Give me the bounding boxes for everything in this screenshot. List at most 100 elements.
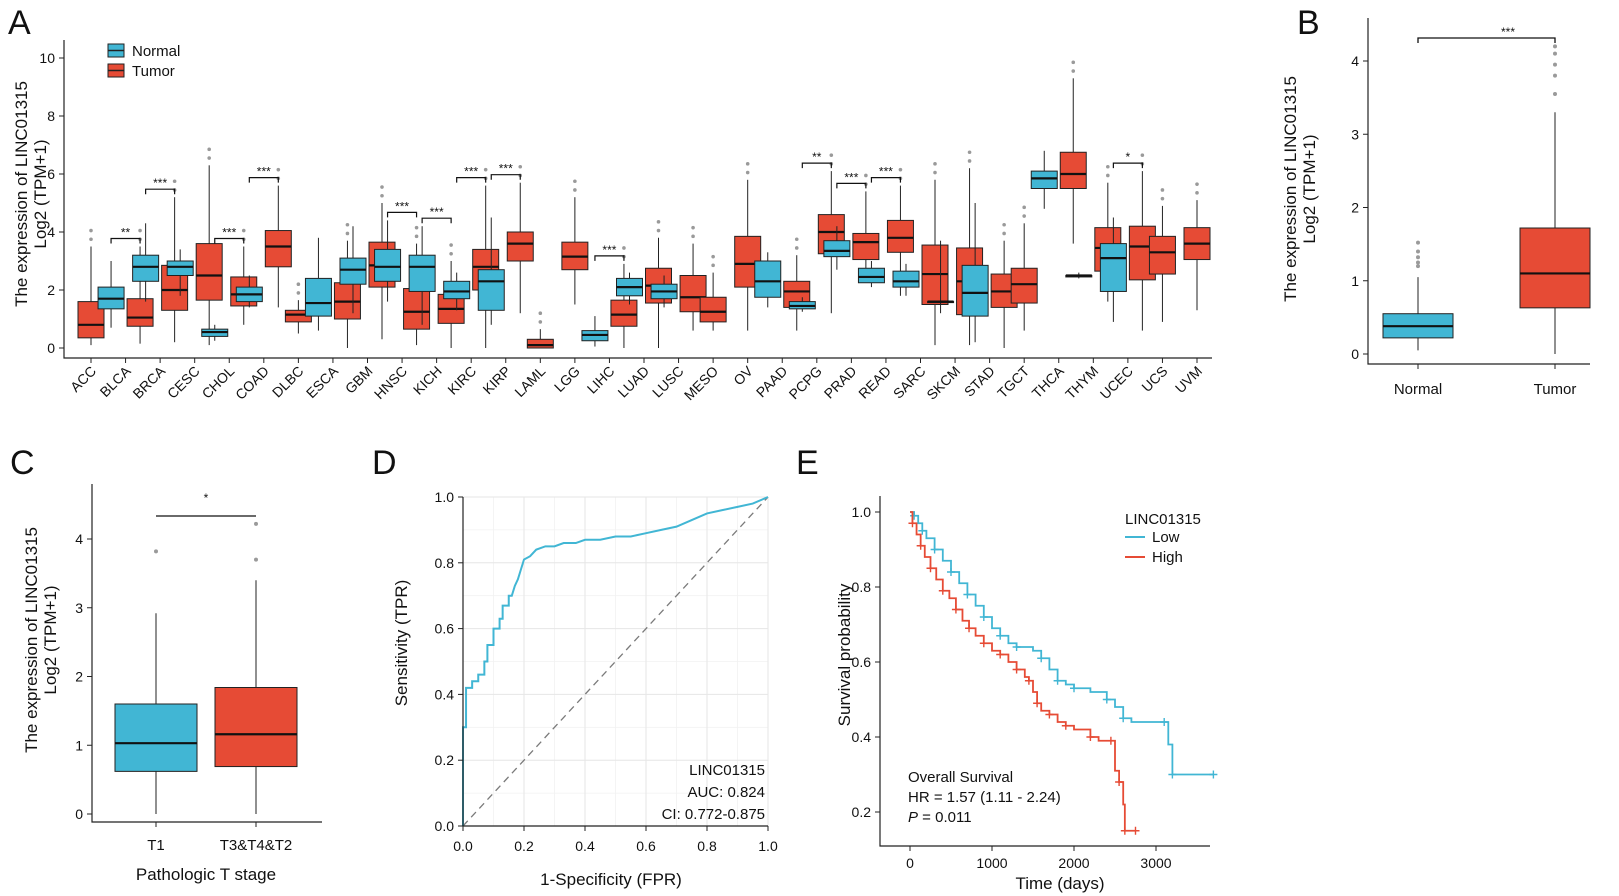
km-censor-low [979, 613, 988, 621]
panel-a-xtick-label: KIRP [479, 363, 513, 397]
box-stage-1-outlier [254, 521, 258, 526]
box-tumor-kirp-outlier [518, 164, 523, 169]
panel-a-xtick-label: LAML [511, 363, 548, 400]
box-tumor-gbm-outlier [380, 185, 384, 189]
panel-a-xtick-label: UCS [1138, 363, 1170, 395]
box-tumor-ov-outlier [745, 162, 750, 166]
panel-a-xtick-label: READ [855, 363, 894, 402]
legend-label-tumor: Tumor [132, 63, 175, 80]
box-normal-hnsc [374, 220, 402, 302]
box-tumor-ov-outlier [745, 170, 750, 175]
km-censor-high [1024, 676, 1033, 685]
panel-d-xtick-label: 1.0 [758, 838, 778, 854]
panel-e: Survival probability Time (days) 0 1000 20… [835, 496, 1218, 893]
panel-e-ytick-label: 0.2 [852, 804, 872, 820]
panel-letter-a: A [8, 4, 31, 42]
box-tumor-cesc-body [195, 243, 223, 301]
km-censor-high [1033, 699, 1042, 708]
box-tumor-sarc [921, 179, 949, 346]
box-normal-read [857, 261, 885, 288]
panel-letter-b: B [1297, 4, 1320, 42]
km-censor-low [1037, 654, 1046, 663]
km-annotation-hr: HR = 1.57 (1.11 - 2.24) [908, 789, 1061, 806]
box-normal-stad [961, 203, 989, 343]
box-normal-thym [1065, 272, 1093, 279]
box-tumor-chol [230, 246, 258, 325]
panel-c: The expression of LINC01315 Log2 (TPM+1)… [22, 484, 322, 884]
panel-d-xlabel: 1-Specificity (FPR) [540, 870, 682, 889]
km-censor-high [979, 639, 988, 648]
box-tumor-paad-outlier [794, 246, 799, 250]
box-tumor-laml-outlier [538, 320, 543, 324]
panel-d-plot: 0.0 0.2 0.4 0.6 0.8 1.0 0.0 0.2 0.4 0.6 0.8 1.0 [435, 489, 778, 854]
panel-b-ytick-label: 1 [1351, 273, 1359, 289]
km-censor-low [1209, 770, 1218, 779]
box-tumor-ucs [1148, 205, 1176, 322]
box-normal-blca [97, 261, 125, 328]
panel-a-xtick-label: PRAD [821, 363, 860, 402]
panel-e-legend: LINC01315 Low High [1125, 511, 1201, 566]
panel-e-plot: 0 1000 2000 3000 0.2 0.4 0.6 0.8 1.0 [852, 496, 1218, 871]
panel-e-xlabel: Time (days) [1015, 874, 1104, 893]
box-tumor-meso-outlier [711, 254, 715, 259]
panel-letter-e: E [796, 444, 819, 482]
box-normal-read-body [857, 267, 885, 284]
significance-label-kich: *** [430, 205, 444, 219]
km-censor-low [1102, 695, 1111, 704]
significance-bracket-brca [145, 188, 176, 195]
box-tumor-kich [437, 261, 465, 348]
panel-letter-c: C [10, 444, 35, 482]
significance-label-ucec: * [1126, 150, 1131, 164]
panel-a-xtick-label: CESC [164, 363, 203, 402]
box-tumor-lihc-body [610, 299, 638, 327]
panel-a-xtick-label: KIRC [444, 363, 479, 398]
panel-d-ytick-label: 0.4 [435, 686, 455, 702]
panel-a-xtick-label: THYM [1062, 363, 1101, 402]
panel-c-ytick-label: 2 [75, 669, 83, 685]
km-censor-low [947, 568, 955, 576]
box-tumor-dlbc-outlier [296, 291, 301, 295]
box-tumor-blca-body [126, 298, 154, 327]
box-tumor-uvm-outlier [1195, 191, 1199, 195]
km-censor-low [910, 511, 919, 520]
box-normal-outlier [1416, 260, 1420, 265]
panel-b-significance: *** [1501, 25, 1515, 39]
panel-e-xtick-label: 0 [906, 855, 914, 871]
box-tumor-kich-outlier [449, 243, 453, 247]
panel-d-xtick-label: 0.0 [453, 838, 473, 854]
panel-a-xtick-label: UCEC [1097, 363, 1136, 402]
box-tumor-hnsc-outlier [414, 225, 419, 230]
box-tumor-tgct [1010, 223, 1038, 331]
box-tumor-laml-body [526, 338, 554, 349]
significance-label-hnsc: *** [395, 199, 409, 213]
box-normal-outlier [1416, 240, 1420, 245]
box-normal-brca-body [132, 254, 160, 282]
box-tumor-esca-outlier [345, 222, 350, 227]
panel-b-ylabel-line2: Log2 (TPM+1) [1300, 134, 1319, 243]
panel-a-xtick-label: SKCM [923, 363, 963, 403]
significance-bracket-lihc [594, 255, 625, 261]
panel-d-ytick-label: 0.8 [435, 555, 455, 571]
box-tumor-cesc-outlier [207, 147, 211, 152]
box-normal-kirp [477, 217, 505, 325]
panel-e-xtick-label: 1000 [976, 855, 1007, 871]
significance-label-prad: *** [844, 170, 858, 184]
box-normal-lihc [581, 316, 609, 347]
significance-bracket-read [870, 177, 902, 183]
panel-b-ytick-label: 3 [1351, 126, 1359, 142]
significance-bracket-coad [248, 177, 279, 183]
km-censor-high [916, 541, 925, 550]
panel-a-ytick-label: 6 [47, 166, 55, 182]
significance-bracket-prad [836, 182, 867, 189]
panel-a-xtick-label: KICH [410, 363, 445, 398]
km-censor-high [996, 650, 1005, 659]
km-annotation-p: P = 0.011 [908, 809, 972, 826]
panel-a-xtick-label: LUAD [614, 363, 652, 401]
significance-label-blca: ** [121, 226, 131, 240]
box-tumor-paad [783, 255, 811, 331]
box-tumor-stad-outlier [1002, 222, 1006, 227]
panel-a-xtick-label: PCPG [786, 363, 825, 402]
box-normal-ucec-body [1099, 243, 1127, 292]
panel-d-ylabel: Sensitivity (TPR) [392, 580, 411, 707]
panel-a-xtick-label: MESO [681, 363, 722, 404]
